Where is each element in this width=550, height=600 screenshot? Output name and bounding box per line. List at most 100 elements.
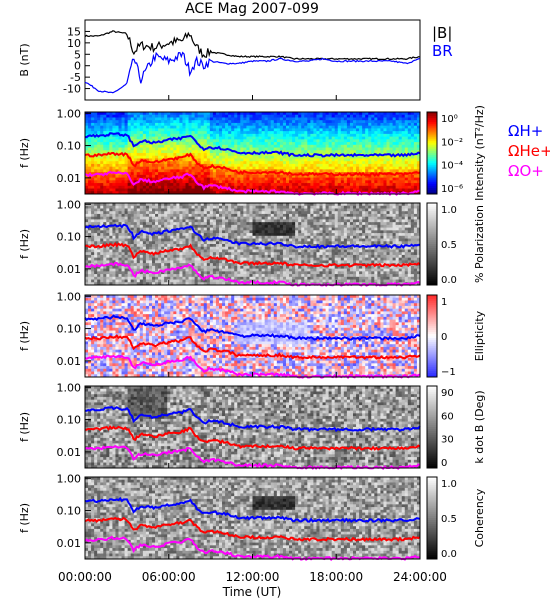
intensity-cell	[109, 180, 113, 184]
intensity-cell	[255, 120, 260, 124]
polarization-cell	[106, 274, 110, 278]
intensity-cell	[121, 144, 126, 149]
polarization-cell	[203, 233, 208, 237]
intensity-cell	[261, 166, 266, 170]
intensity-cell	[334, 150, 339, 154]
intensity-cell	[374, 163, 378, 168]
intensity-cell	[371, 174, 375, 179]
polarization-cell	[188, 254, 193, 259]
polarization-cell	[100, 276, 104, 281]
polarization-cell	[194, 263, 199, 267]
intensity-cell	[185, 177, 190, 181]
intensity-cell	[346, 112, 351, 116]
polarization-cell	[100, 254, 104, 259]
intensity-cell	[106, 120, 110, 124]
intensity-cell	[267, 133, 272, 138]
intensity-cell	[365, 133, 369, 138]
intensity-cell	[185, 180, 190, 184]
intensity-cell	[240, 128, 244, 132]
intensity-cell	[127, 131, 132, 135]
intensity-cell	[109, 191, 113, 195]
intensity-cell	[133, 131, 138, 135]
intensity-cell	[194, 174, 199, 179]
intensity-cell	[182, 161, 186, 165]
polarization-cell	[240, 205, 244, 209]
intensity-cell	[155, 150, 159, 154]
intensity-cell	[200, 177, 205, 181]
intensity-cell	[255, 172, 260, 176]
intensity-cell	[91, 144, 95, 149]
intensity-cell	[85, 142, 89, 146]
intensity-cell	[368, 114, 372, 118]
intensity-cell	[212, 136, 217, 140]
b-field-frame	[84, 19, 421, 101]
intensity-cell	[264, 174, 269, 179]
polarization-cell	[106, 208, 110, 212]
polarization-cell	[85, 233, 89, 237]
intensity-cell	[136, 169, 141, 173]
intensity-cell	[292, 131, 296, 135]
polarization-cell	[158, 205, 162, 209]
intensity-cell	[313, 120, 317, 124]
intensity-cell	[212, 177, 217, 181]
intensity-cell	[203, 128, 208, 132]
intensity-cell	[148, 136, 153, 140]
intensity-cell	[94, 161, 98, 165]
intensity-cell	[316, 188, 320, 192]
intensity-cell	[85, 177, 89, 181]
intensity-cell	[286, 112, 290, 116]
intensity-cell	[182, 133, 186, 138]
polarization-cell	[167, 208, 171, 212]
polarization-cell	[182, 241, 186, 245]
intensity-cell	[295, 133, 299, 138]
polarization-cell	[106, 276, 110, 281]
polarization-cell	[103, 230, 107, 234]
polarization-cell	[225, 268, 229, 272]
polarization-cell	[215, 254, 220, 259]
polarization-cell	[182, 254, 186, 259]
intensity-cell	[407, 112, 412, 116]
intensity-cell	[282, 153, 287, 157]
intensity-cell	[103, 112, 107, 116]
polarization-cell	[100, 257, 104, 261]
intensity-cell	[103, 122, 107, 127]
intensity-cell	[212, 112, 217, 116]
intensity-cell	[380, 125, 384, 129]
intensity-cell	[112, 117, 116, 121]
polarization-cell	[191, 263, 196, 267]
intensity-cell	[316, 183, 320, 187]
polarization-cell	[225, 211, 229, 215]
polarization-cell	[188, 230, 193, 234]
intensity-cell	[139, 147, 144, 151]
intensity-cell	[395, 136, 400, 140]
polarization-cell	[118, 222, 123, 226]
polarization-cell	[173, 233, 177, 237]
intensity-cell	[371, 155, 375, 159]
polarization-cell	[136, 213, 141, 218]
intensity-cell	[148, 158, 153, 162]
intensity-cell	[191, 131, 196, 135]
intensity-cell	[289, 114, 293, 118]
polarization-cell	[225, 208, 229, 212]
intensity-cell	[127, 166, 132, 170]
intensity-cell	[222, 136, 226, 140]
polarization-cell	[121, 274, 126, 278]
intensity-cell	[349, 161, 354, 165]
intensity-cell	[401, 174, 406, 179]
intensity-cell	[356, 150, 360, 154]
intensity-cell	[234, 144, 238, 149]
intensity-cell	[310, 161, 314, 165]
polarization-cell	[115, 211, 119, 215]
polarization-cell	[155, 238, 159, 242]
intensity-cell	[209, 150, 214, 154]
intensity-cell	[136, 188, 141, 192]
polarization-cell	[121, 246, 126, 250]
polarization-cell	[136, 249, 141, 253]
polarization-cell	[185, 257, 190, 261]
intensity-cell	[404, 117, 409, 121]
intensity-cell	[124, 150, 129, 154]
polarization-cell	[112, 208, 116, 212]
intensity-cell	[389, 131, 394, 135]
intensity-cell	[194, 183, 199, 187]
polarization-cell	[219, 219, 223, 223]
